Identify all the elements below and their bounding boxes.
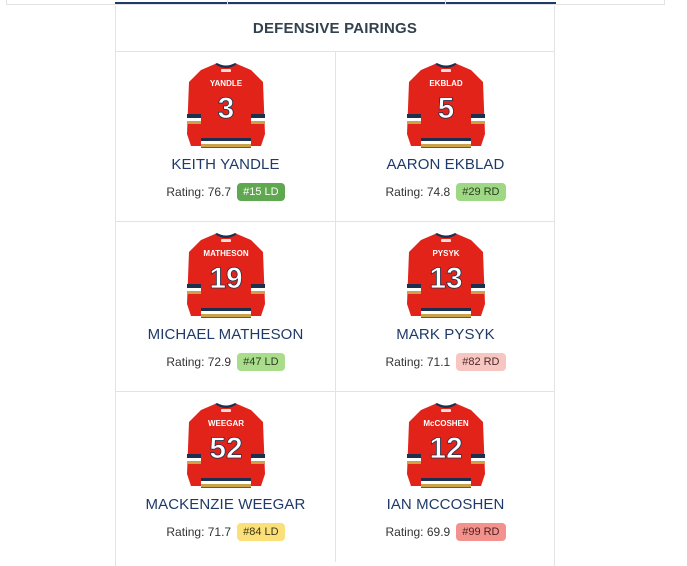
rating-row: Rating: 76.7 #15 LD bbox=[116, 183, 335, 201]
rating-value: Rating: 69.9 bbox=[385, 525, 451, 539]
defensive-pairings-panel: DEFENSIVE PAIRINGS YANDLE 3 KEITH YANDLE… bbox=[115, 6, 555, 566]
svg-text:12: 12 bbox=[429, 432, 462, 465]
rating-row: Rating: 72.9 #47 LD bbox=[116, 353, 335, 371]
svg-text:YANDLE: YANDLE bbox=[209, 79, 242, 88]
player-card[interactable]: WEEGAR 52 MACKENZIE WEEGAR Rating: 71.7 … bbox=[116, 392, 336, 562]
player-card[interactable]: YANDLE 3 KEITH YANDLE Rating: 76.7 #15 L… bbox=[116, 52, 336, 222]
active-tab-indicator bbox=[115, 2, 556, 4]
svg-text:52: 52 bbox=[209, 432, 242, 465]
rating-value: Rating: 71.1 bbox=[385, 355, 451, 369]
rating-value: Rating: 74.8 bbox=[385, 185, 451, 199]
svg-text:3: 3 bbox=[217, 92, 234, 125]
jersey-icon: PYSYK 13 bbox=[406, 233, 485, 318]
player-card[interactable]: EKBLAD 5 AARON EKBLAD Rating: 74.8 #29 R… bbox=[336, 52, 555, 222]
jersey-icon: YANDLE 3 bbox=[186, 63, 265, 148]
jersey-icon: McCOSHEN 12 bbox=[406, 403, 485, 488]
svg-text:McCOSHEN: McCOSHEN bbox=[423, 419, 469, 428]
rating-row: Rating: 71.7 #84 LD bbox=[116, 523, 335, 541]
player-name[interactable]: MARK PYSYK bbox=[396, 326, 495, 343]
panel-title: DEFENSIVE PAIRINGS bbox=[116, 6, 554, 52]
rank-badge: #99 RD bbox=[456, 523, 506, 541]
svg-text:WEEGAR: WEEGAR bbox=[208, 419, 244, 428]
player-card[interactable]: PYSYK 13 MARK PYSYK Rating: 71.1 #82 RD bbox=[336, 222, 555, 392]
player-name[interactable]: KEITH YANDLE bbox=[171, 156, 280, 173]
rating-value: Rating: 76.7 bbox=[166, 185, 232, 199]
rating-row: Rating: 69.9 #99 RD bbox=[336, 523, 555, 541]
svg-text:19: 19 bbox=[209, 262, 242, 295]
player-card[interactable]: McCOSHEN 12 IAN MCCOSHEN Rating: 69.9 #9… bbox=[336, 392, 555, 562]
player-card[interactable]: MATHESON 19 MICHAEL MATHESON Rating: 72.… bbox=[116, 222, 336, 392]
jersey-icon: WEEGAR 52 bbox=[186, 403, 265, 488]
rank-badge: #84 LD bbox=[237, 523, 285, 541]
top-tab-bar bbox=[6, 0, 665, 5]
player-name[interactable]: IAN MCCOSHEN bbox=[386, 496, 505, 513]
player-name[interactable]: AARON EKBLAD bbox=[386, 156, 505, 173]
svg-text:PYSYK: PYSYK bbox=[432, 249, 459, 258]
tab-divider bbox=[445, 0, 446, 4]
player-name[interactable]: MICHAEL MATHESON bbox=[147, 326, 304, 343]
rating-row: Rating: 71.1 #82 RD bbox=[336, 353, 555, 371]
rating-row: Rating: 74.8 #29 RD bbox=[336, 183, 555, 201]
rank-badge: #15 LD bbox=[237, 183, 285, 201]
rank-badge: #29 RD bbox=[456, 183, 506, 201]
tab-divider bbox=[227, 0, 228, 4]
rank-badge: #47 LD bbox=[237, 353, 285, 371]
svg-text:MATHESON: MATHESON bbox=[203, 249, 248, 258]
jersey-icon: MATHESON 19 bbox=[186, 233, 265, 318]
svg-text:EKBLAD: EKBLAD bbox=[429, 79, 463, 88]
rating-value: Rating: 72.9 bbox=[166, 355, 232, 369]
player-name[interactable]: MACKENZIE WEEGAR bbox=[145, 496, 306, 513]
rank-badge: #82 RD bbox=[456, 353, 506, 371]
jersey-icon: EKBLAD 5 bbox=[406, 63, 485, 148]
player-grid: YANDLE 3 KEITH YANDLE Rating: 76.7 #15 L… bbox=[116, 52, 555, 562]
svg-text:13: 13 bbox=[429, 262, 462, 295]
svg-text:5: 5 bbox=[437, 92, 454, 125]
rating-value: Rating: 71.7 bbox=[166, 525, 232, 539]
